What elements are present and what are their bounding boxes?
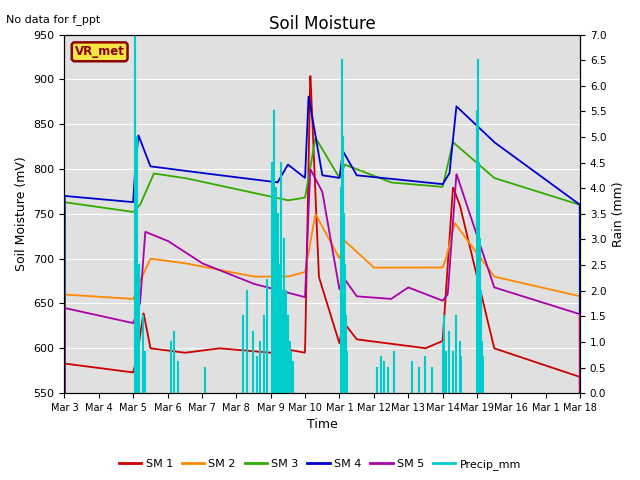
Legend: SM 1, SM 2, SM 3, SM 4, SM 5, Precip_mm: SM 1, SM 2, SM 3, SM 4, SM 5, Precip_mm — [115, 455, 525, 474]
Text: No data for f_ppt: No data for f_ppt — [6, 14, 100, 25]
X-axis label: Time: Time — [307, 419, 338, 432]
Title: Soil Moisture: Soil Moisture — [269, 15, 376, 33]
Text: VR_met: VR_met — [75, 45, 125, 58]
Y-axis label: Rain (mm): Rain (mm) — [612, 181, 625, 247]
Y-axis label: Soil Moisture (mV): Soil Moisture (mV) — [15, 156, 28, 271]
